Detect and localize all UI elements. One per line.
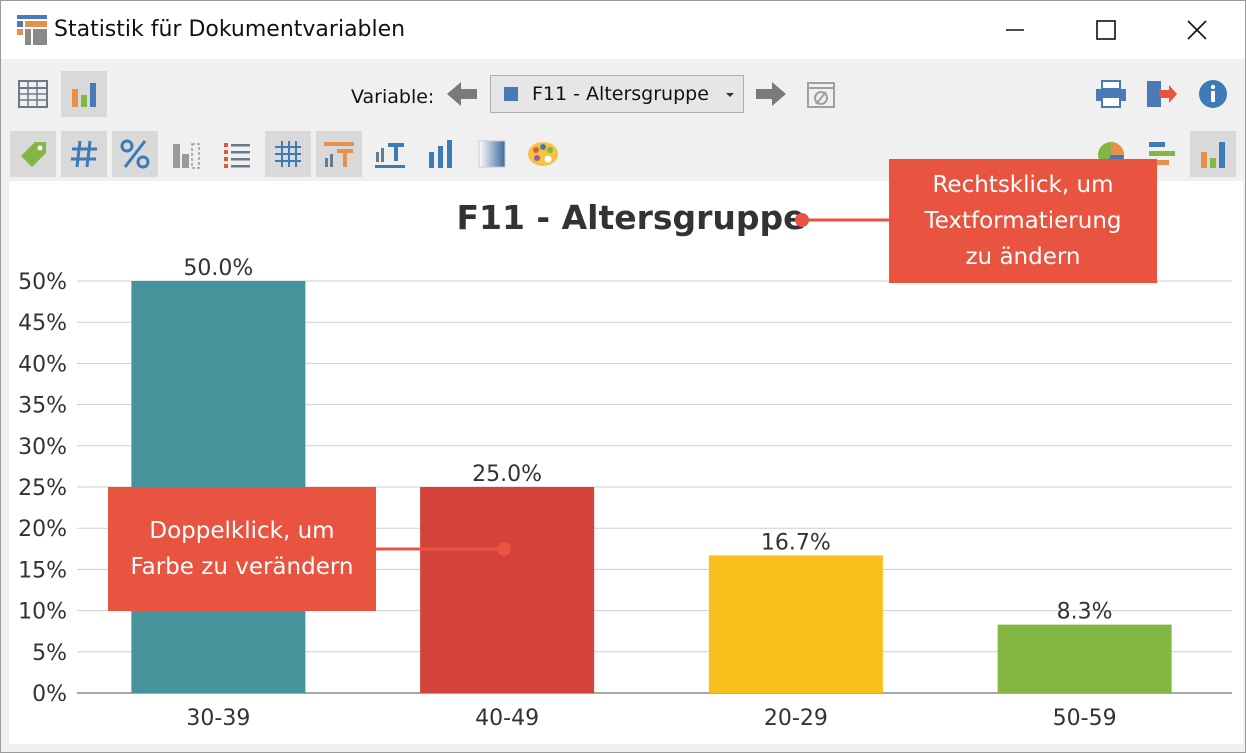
list-icon <box>224 143 250 168</box>
bar-value-label: 16.7% <box>761 530 831 555</box>
percent-button[interactable] <box>112 131 158 177</box>
title-bar: Statistik für Dokumentvariablen <box>1 1 1245 59</box>
bar-50-59 <box>997 624 1172 693</box>
bar-value-label: 8.3% <box>1057 600 1113 625</box>
close-button[interactable] <box>1151 1 1243 59</box>
grid-icon <box>275 141 301 167</box>
title-format-button[interactable] <box>316 131 362 177</box>
hash-icon <box>71 140 97 168</box>
printer-icon <box>1096 80 1126 108</box>
filter-off-button[interactable] <box>798 71 844 117</box>
callout-left-line1: Doppelklick, um <box>149 518 335 544</box>
callout-left-pointer-dot <box>497 542 511 556</box>
window-title: Statistik für Dokumentvariablen <box>54 17 406 42</box>
app-icon <box>17 15 47 45</box>
variable-label: Variable: <box>351 86 435 108</box>
x-tick-label: 40-49 <box>475 706 539 731</box>
bar-value-label: 50.0% <box>183 256 253 281</box>
bar-value-label: 25.0% <box>472 462 542 487</box>
missing-bars-icon <box>173 143 200 169</box>
y-tick-label: 5% <box>32 641 67 666</box>
callout-top-line3: zu ändern <box>965 244 1081 270</box>
info-icon <box>1199 80 1227 108</box>
x-tick-label: 30-39 <box>186 706 250 731</box>
x-tick-label: 20-29 <box>764 706 828 731</box>
callout-top-line1: Rechtsklick, um <box>932 172 1114 198</box>
callout-top-pointer-dot <box>795 213 809 227</box>
table-icon <box>18 80 48 108</box>
variable-select-value: F11 - Altersgruppe <box>532 83 709 105</box>
color-palette-button[interactable] <box>520 131 566 177</box>
export-icon <box>1147 81 1177 107</box>
legend-button[interactable] <box>214 131 260 177</box>
bar-20-29 <box>708 555 883 693</box>
callout-left-line2: Farbe zu verändern <box>130 554 354 580</box>
missing-values-button[interactable] <box>163 131 209 177</box>
y-tick-label: 50% <box>18 270 67 295</box>
x-tick-label: 50-59 <box>1053 706 1117 731</box>
minimize-button[interactable] <box>969 1 1061 59</box>
percent-icon <box>120 139 150 169</box>
table-view-button[interactable] <box>10 71 56 117</box>
y-tick-label: 20% <box>18 517 67 542</box>
vertical-bar-button[interactable] <box>1190 131 1236 177</box>
absolute-values-button[interactable] <box>61 131 107 177</box>
gradient-button[interactable] <box>469 131 515 177</box>
y-tick-label: 0% <box>32 682 67 707</box>
tag-icon <box>21 142 46 167</box>
labels-button[interactable] <box>10 131 56 177</box>
axis-label-button[interactable] <box>367 131 413 177</box>
variable-select[interactable]: F11 - Altersgruppe <box>490 75 744 113</box>
gridlines-button[interactable] <box>265 131 311 177</box>
arrow-right-icon <box>756 82 786 106</box>
close-icon <box>1187 20 1207 40</box>
chart-view-button[interactable] <box>61 71 107 117</box>
gradient-icon <box>478 140 506 168</box>
maximize-button[interactable] <box>1060 1 1152 59</box>
print-button[interactable] <box>1088 71 1134 117</box>
chart-text-icon <box>375 143 405 168</box>
horizontal-bar-button[interactable] <box>1139 131 1185 177</box>
y-tick-label: 45% <box>18 311 67 336</box>
y-tick-label: 35% <box>18 394 67 419</box>
bar-chart-icon <box>72 83 96 107</box>
chart-title: F11 - Altersgruppe <box>456 198 805 237</box>
bar-40-49 <box>420 487 595 693</box>
y-tick-label: 15% <box>18 558 67 583</box>
callout-format-hint: Rechtsklick, um Textformatierung zu ände… <box>889 159 1157 283</box>
palette-icon <box>528 142 558 166</box>
minimize-icon <box>1006 29 1024 31</box>
next-variable-button[interactable] <box>748 71 794 117</box>
y-tick-label: 40% <box>18 352 67 377</box>
previous-variable-button[interactable] <box>439 71 485 117</box>
vertical-bars-icon <box>1201 142 1225 168</box>
callout-color-hint: Doppelklick, um Farbe zu verändern <box>108 487 376 611</box>
export-button[interactable] <box>1139 71 1185 117</box>
main-toolbar: Variable: F11 - Altersgruppe <box>1 59 1245 129</box>
variable-color-swatch <box>504 87 518 101</box>
title-text-icon <box>324 142 354 167</box>
bar-layout-button[interactable] <box>418 131 464 177</box>
y-tick-label: 30% <box>18 435 67 460</box>
y-tick-label: 25% <box>18 476 67 501</box>
bars-icon <box>429 140 452 168</box>
maximize-icon <box>1096 20 1116 40</box>
no-filter-icon <box>807 82 835 108</box>
chevron-down-icon <box>726 93 734 97</box>
arrow-left-icon <box>447 82 477 106</box>
y-tick-label: 10% <box>18 600 67 625</box>
info-button[interactable] <box>1190 71 1236 117</box>
callout-top-line2: Textformatierung <box>924 208 1122 234</box>
horizontal-bars-icon <box>1149 142 1175 165</box>
